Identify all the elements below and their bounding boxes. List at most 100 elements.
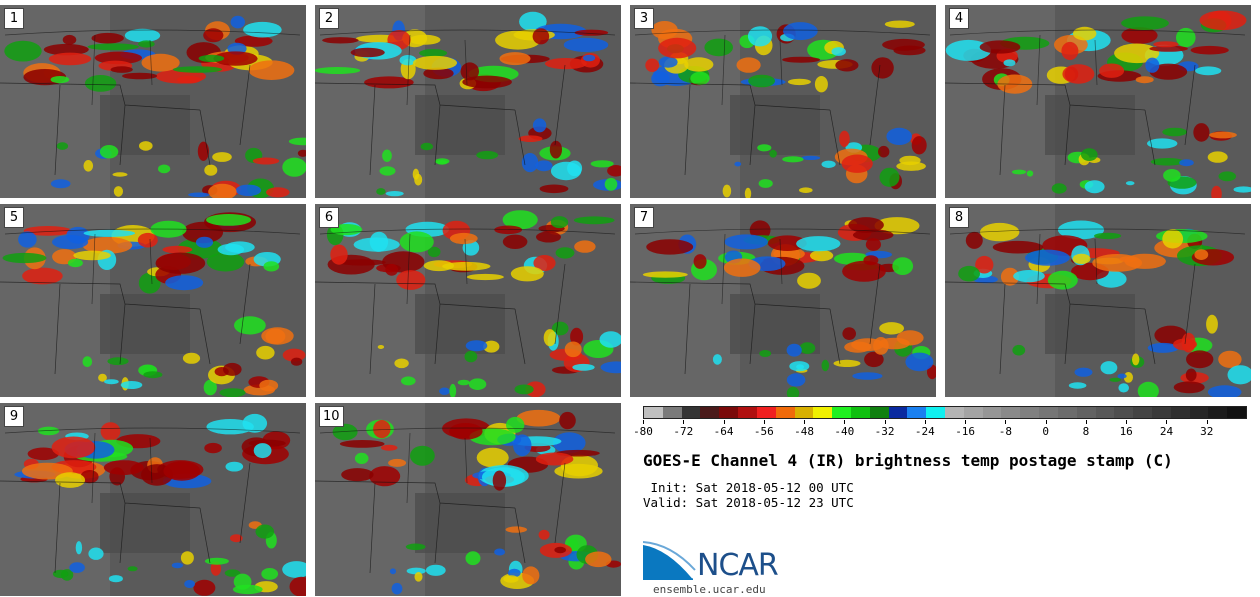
colorbar-tick [804,420,806,424]
panel-number-label: 8 [949,207,969,228]
colorbar-tick-label: -24 [914,425,935,438]
colorbar-segment [832,407,851,418]
colorbar-segment [700,407,720,418]
map-panel: 5 [0,204,306,397]
ir-satellite-map [0,5,306,198]
colorbar [643,406,1247,419]
colorbar-segment [850,407,870,418]
panel-number-label: 10 [319,406,344,427]
panel-number-label: 7 [634,207,654,228]
colorbar-tick-label: -16 [955,425,976,438]
colorbar-tick [1085,420,1087,424]
map-panel: 8 [945,204,1251,397]
colorbar-tick-label: -64 [713,425,734,438]
colorbar-tick [1206,420,1208,424]
colorbar-segment [1227,407,1246,418]
colorbar-tick [643,420,644,424]
ncar-logo-text: NCAR [697,548,779,583]
colorbar-segment [1133,407,1152,418]
ir-satellite-map [315,5,621,198]
colorbar-segment [794,407,814,418]
colorbar-tick [884,420,886,424]
panel-number-label: 5 [4,207,24,228]
ir-satellite-map [0,204,306,397]
colorbar-segment [1076,407,1096,418]
ir-satellite-map [630,204,936,397]
colorbar-segment [1114,407,1134,418]
colorbar-segment [869,407,889,418]
colorbar-tick [763,420,765,424]
init-time: Init: Sat 2018-05-12 00 UTC [643,480,854,495]
colorbar-segment [756,407,776,418]
colorbar-tick-label: -32 [874,425,895,438]
colorbar-segment [1189,407,1209,418]
colorbar-tick [1045,420,1047,424]
colorbar-tick-label: -56 [753,425,774,438]
map-panel: 7 [630,204,936,397]
colorbar-segment [719,407,739,418]
ir-satellite-map [630,5,936,198]
colorbar-tick [683,420,685,424]
panel-number-label: 2 [319,8,339,29]
ir-satellite-map [0,403,306,596]
colorbar-tick [844,420,846,424]
map-panel: 2 [315,5,621,198]
colorbar-tick-label: 32 [1200,425,1214,438]
colorbar-tick [965,420,967,424]
colorbar-segment [963,407,983,418]
panel-number-label: 9 [4,406,24,427]
colorbar-tick-label: -80 [633,425,653,438]
colorbar-tick-label: -8 [998,425,1013,438]
colorbar-tick-label: -48 [794,425,814,438]
colorbar-tick [924,420,926,424]
colorbar-tick-label: -40 [834,425,855,438]
colorbar-segment [888,407,908,418]
panel-number-label: 3 [634,8,654,29]
colorbar-segment [1095,407,1115,418]
panel-number-label: 4 [949,8,969,29]
colorbar-ticks: -80 -72 -64 -56 -48 -40 -32 -24 -16 -8 0 8 16 24 32 [633,420,1247,440]
colorbar-segment [1170,407,1190,418]
figure-title: GOES-E Channel 4 (IR) brightness temp po… [643,451,1173,470]
colorbar-tick [1166,420,1168,424]
ir-satellite-map [315,204,621,397]
colorbar-segment [1039,407,1058,418]
map-panel: 4 [945,5,1251,198]
colorbar-segment [982,407,1002,418]
colorbar-segment [681,407,701,418]
colorbar-segment [813,407,833,418]
colorbar-tick [1005,420,1007,424]
panel-number-label: 6 [319,207,339,228]
valid-time: Valid: Sat 2018-05-12 23 UTC [643,495,854,510]
colorbar-segment [926,407,945,418]
colorbar-segment [945,407,964,418]
ir-satellite-map [315,403,621,596]
colorbar-tick-label: 16 [1119,425,1133,438]
colorbar-tick-label: -72 [673,425,694,438]
colorbar-segment [662,407,682,418]
map-panel: 10 [315,403,621,596]
colorbar-segment [1020,407,1040,418]
logo-url: ensemble.ucar.edu [653,583,766,596]
colorbar-segment [775,407,795,418]
colorbar-segment [907,407,927,418]
colorbar-tick-label: 8 [1082,425,1090,438]
colorbar-tick-label: 24 [1159,425,1174,438]
colorbar-tick-label: 0 [1042,425,1049,438]
ir-satellite-map [945,204,1251,397]
map-panel: 9 [0,403,306,596]
colorbar-segment [1208,407,1228,418]
colorbar-tick [1126,420,1128,424]
colorbar-segment [1001,407,1021,418]
panel-number-label: 1 [4,8,24,29]
ir-satellite-map [945,5,1251,198]
colorbar-segment [644,407,663,418]
ncar-logo-icon [643,541,696,580]
map-panel: 6 [315,204,621,397]
map-panel: 3 [630,5,936,198]
colorbar-segment [1057,407,1077,418]
colorbar-tick [723,420,725,424]
colorbar-segment [738,407,757,418]
colorbar-segment [1151,407,1171,418]
map-panel: 1 [0,5,306,198]
